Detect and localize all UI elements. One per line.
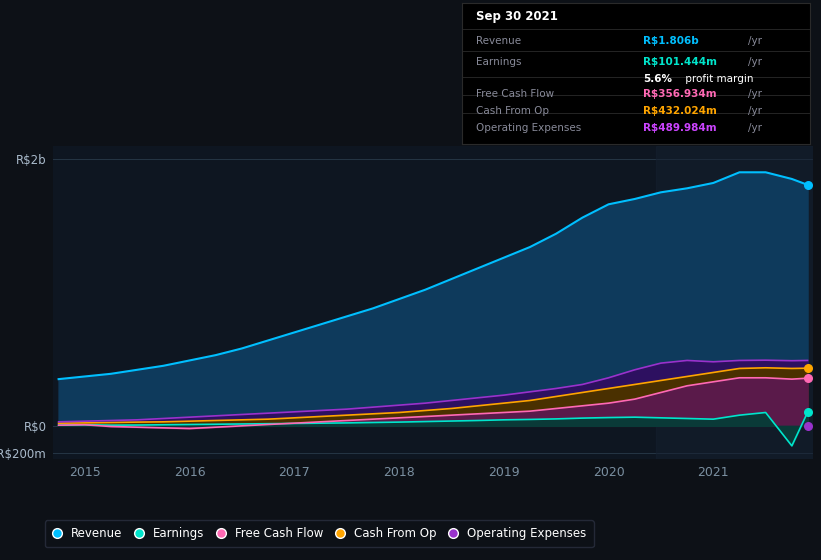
Text: Sep 30 2021: Sep 30 2021: [476, 11, 558, 24]
Text: R$489.984m: R$489.984m: [643, 123, 717, 133]
Text: R$432.024m: R$432.024m: [643, 106, 717, 116]
Point: [801, 374, 814, 382]
Text: profit margin: profit margin: [681, 74, 753, 84]
Text: /yr: /yr: [748, 123, 762, 133]
Point: [801, 180, 814, 189]
Text: Operating Expenses: Operating Expenses: [476, 123, 581, 133]
Point: [801, 363, 814, 372]
Legend: Revenue, Earnings, Free Cash Flow, Cash From Op, Operating Expenses: Revenue, Earnings, Free Cash Flow, Cash …: [45, 520, 594, 547]
Point: [801, 408, 814, 417]
Text: Cash From Op: Cash From Op: [476, 106, 549, 116]
Text: Earnings: Earnings: [476, 57, 521, 67]
Text: R$101.444m: R$101.444m: [643, 57, 718, 67]
Text: 5.6%: 5.6%: [643, 74, 672, 84]
Bar: [656, 146, 813, 459]
Text: /yr: /yr: [748, 90, 762, 100]
Point: [801, 421, 814, 430]
Text: /yr: /yr: [748, 106, 762, 116]
Text: Revenue: Revenue: [476, 36, 521, 46]
Text: R$356.934m: R$356.934m: [643, 90, 717, 100]
Text: /yr: /yr: [748, 57, 762, 67]
Text: /yr: /yr: [748, 36, 762, 46]
Text: Free Cash Flow: Free Cash Flow: [476, 90, 554, 100]
Text: R$1.806b: R$1.806b: [643, 36, 699, 46]
